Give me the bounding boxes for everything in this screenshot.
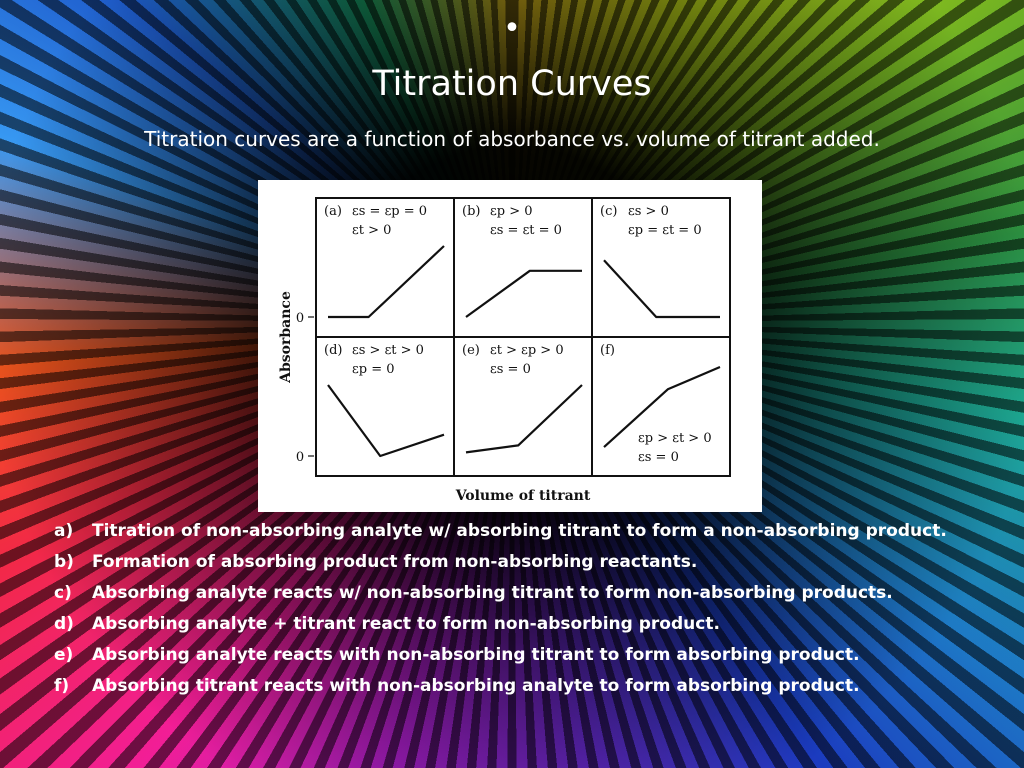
panel-label: (f) xyxy=(600,343,615,358)
slide-bullet: • xyxy=(503,11,521,46)
panel-label: (b) xyxy=(462,204,480,219)
caption-item: e) Absorbing analyte reacts with non-abso… xyxy=(54,640,994,671)
panel-annotation: εt > 0 xyxy=(352,223,391,238)
titration-curve xyxy=(327,384,445,458)
titration-curve xyxy=(465,269,582,318)
panel-annotation: εp > εt > 0 xyxy=(638,431,712,446)
panel-annotation: εs > εt > 0 xyxy=(352,343,424,358)
titration-curve xyxy=(603,365,721,448)
caption-marker: e) xyxy=(54,645,74,665)
caption-text: Absorbing analyte reacts w/ non-absorbin… xyxy=(92,583,893,603)
caption-text: Absorbing analyte + titrant react to for… xyxy=(92,614,720,634)
caption-marker: a) xyxy=(54,521,74,541)
titration-curve xyxy=(328,245,445,319)
y-axis-label: Absorbance xyxy=(278,291,294,384)
panel-annotation: εs > 0 xyxy=(628,204,669,219)
y-tick-label: 0 xyxy=(296,450,304,465)
panel-annotation: εp = εt = 0 xyxy=(628,223,702,238)
caption-item: a) Titration of non-absorbing analyte w/ … xyxy=(54,516,994,547)
panel-annotation: εs = 0 xyxy=(638,450,679,465)
caption-item: b) Formation of absorbing product from no… xyxy=(54,547,994,578)
titration-figure: Absorbance Volume of titrant 0 0 (a) εs = εp … xyxy=(258,180,762,512)
slide-subtitle: Titration curves are a function of absor… xyxy=(144,127,880,151)
panel-annotation: εp = 0 xyxy=(352,362,395,377)
panel-annotation: εt > εp > 0 xyxy=(490,343,564,358)
caption-marker: f) xyxy=(54,676,70,696)
panel-annotation: εs = εt = 0 xyxy=(490,223,562,238)
y-tick-label: 0 xyxy=(296,311,304,326)
x-axis-label: Volume of titrant xyxy=(455,488,591,504)
caption-text: Absorbing analyte reacts with non-absorb… xyxy=(92,645,860,665)
caption-text: Absorbing titrant reacts with non-absorb… xyxy=(92,676,860,696)
panel-annotation: εs = 0 xyxy=(490,362,531,377)
caption-item: f) Absorbing titrant reacts with non-abso… xyxy=(54,671,994,702)
titration-curve xyxy=(603,259,720,319)
caption-item: d) Absorbing analyte + titrant react to f… xyxy=(54,609,994,640)
caption-marker: b) xyxy=(54,552,74,572)
slide-title: Titration Curves xyxy=(372,64,652,104)
caption-item: c) Absorbing analyte reacts w/ non-absorb… xyxy=(54,578,994,609)
caption-text: Titration of non-absorbing analyte w/ ab… xyxy=(92,521,947,541)
titration-chart: Absorbance Volume of titrant 0 0 (a) εs = εp … xyxy=(278,197,731,504)
caption-text: Formation of absorbing product from non-… xyxy=(92,552,698,572)
panel-annotation: εs = εp = 0 xyxy=(352,204,427,219)
panel-label: (a) xyxy=(324,204,342,219)
panel-label: (e) xyxy=(462,343,480,358)
titration-curve xyxy=(465,384,583,454)
panel-label: (d) xyxy=(324,343,342,358)
panel-annotation: εp > 0 xyxy=(490,204,533,219)
caption-marker: d) xyxy=(54,614,74,634)
caption-marker: c) xyxy=(54,583,72,603)
caption-list: a) Titration of non-absorbing analyte w/ … xyxy=(54,516,994,702)
panel-label: (c) xyxy=(600,204,617,219)
